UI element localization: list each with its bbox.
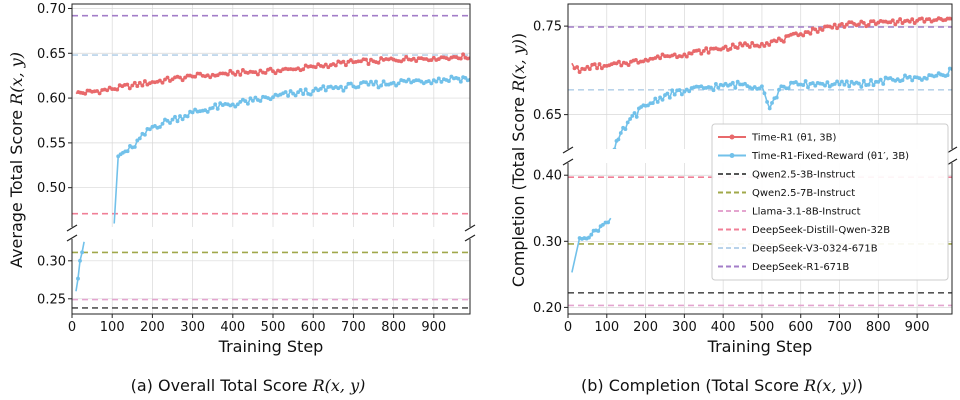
break-mark-lower-b-1 bbox=[946, 158, 958, 166]
ytick-lower-a-1: 0.30 bbox=[37, 254, 66, 269]
xtick-b-6: 600 bbox=[788, 320, 813, 335]
legend-item-4: Llama-3.1-8B-Instruct bbox=[718, 207, 861, 218]
ylabel-a: Average Total Score R(x, y) bbox=[7, 52, 26, 268]
ytick-upper-a-2: 0.60 bbox=[37, 92, 66, 107]
legend-label-6: DeepSeek-V3-0324-671B bbox=[752, 244, 878, 255]
xtick-b-5: 500 bbox=[750, 320, 775, 335]
legend-box bbox=[711, 123, 949, 281]
legend-label-1: Time-R1-Fixed-Reward (θ1′, 3B) bbox=[751, 151, 909, 162]
series-a-1-upper bbox=[113, 74, 470, 224]
break-mark-upper-b-0 bbox=[562, 146, 574, 154]
ytick-lower-a-0: 0.25 bbox=[37, 292, 66, 307]
panel-b: 0 100 200 300 400 500 600 700 800 900 0.65 0.75 0.20… bbox=[509, 3, 958, 356]
xlabel-b: Training Step bbox=[707, 337, 813, 356]
legend-label-0: Time-R1 (θ1, 3B) bbox=[751, 133, 837, 144]
break-mark-lower-a-0 bbox=[66, 234, 78, 242]
xtick-a-6: 600 bbox=[301, 320, 326, 335]
series-a-1-lower bbox=[75, 241, 85, 292]
xtick-b-8: 800 bbox=[866, 320, 891, 335]
legend-item-6: DeepSeek-V3-0324-671B bbox=[718, 244, 878, 255]
ytick-lower-b-1: 0.30 bbox=[533, 235, 562, 250]
break-mark-lower-a-1 bbox=[464, 234, 476, 242]
ytick-upper-a-3: 0.65 bbox=[37, 47, 66, 62]
legend-label-5: DeepSeek-Distill-Qwen-32B bbox=[752, 225, 890, 236]
legend: Time-R1 (θ1, 3B) Time-R1-Fixed-Reward (θ1… bbox=[711, 123, 949, 281]
break-mark-upper-b-1 bbox=[946, 146, 958, 154]
legend-item-3: Qwen2.5-7B-Instruct bbox=[718, 188, 855, 199]
xtick-a-3: 300 bbox=[180, 320, 205, 335]
xtick-b-4: 400 bbox=[711, 320, 736, 335]
series-b-1-upper bbox=[612, 66, 952, 150]
xtick-b-1: 100 bbox=[594, 320, 619, 335]
legend-label-2: Qwen2.5-3B-Instruct bbox=[752, 170, 855, 181]
ytick-upper-a-4: 0.70 bbox=[37, 2, 66, 17]
legend-label-3: Qwen2.5-7B-Instruct bbox=[752, 188, 855, 199]
xtick-b-2: 200 bbox=[633, 320, 658, 335]
xlabel-a: Training Step bbox=[218, 337, 324, 356]
break-mark-lower-b-0 bbox=[562, 158, 574, 166]
legend-item-5: DeepSeek-Distill-Qwen-32B bbox=[718, 225, 890, 236]
axes-upper-a bbox=[71, 3, 471, 229]
ytick-upper-a-0: 0.50 bbox=[37, 181, 66, 196]
xtick-b-0: 0 bbox=[564, 320, 572, 335]
ytick-lower-b-0: 0.20 bbox=[533, 301, 562, 316]
series-b-1-lower bbox=[571, 217, 612, 273]
panel-a: 0 100 200 300 400 500 600 700 800 900 0.50 0.55 0.60… bbox=[7, 2, 476, 356]
grid-a bbox=[71, 4, 470, 314]
legend-item-0: Time-R1 (θ1, 3B) bbox=[718, 133, 837, 144]
series-b-0-upper bbox=[571, 16, 952, 75]
xtick-a-9: 900 bbox=[421, 320, 446, 335]
xtick-a-1: 100 bbox=[100, 320, 125, 335]
break-mark-upper-a-0 bbox=[66, 224, 78, 232]
xtick-b-9: 900 bbox=[905, 320, 930, 335]
xtick-a-7: 700 bbox=[341, 320, 366, 335]
legend-item-2: Qwen2.5-3B-Instruct bbox=[718, 170, 855, 181]
ylabel-b: Completion (Total Score R(x, y)) bbox=[509, 33, 528, 287]
legend-item-1: Time-R1-Fixed-Reward (θ1′, 3B) bbox=[718, 151, 909, 162]
legend-label-7: DeepSeek-R1-671B bbox=[752, 262, 849, 273]
ytick-upper-b-0: 0.65 bbox=[533, 108, 562, 123]
xtick-a-5: 500 bbox=[261, 320, 286, 335]
xtick-a-4: 400 bbox=[220, 320, 245, 335]
axes-lower-a bbox=[71, 237, 471, 315]
xtick-a-0: 0 bbox=[68, 320, 76, 335]
caption-b: (b) Completion (Total Score R(x, y)) bbox=[581, 376, 863, 395]
legend-label-4: Llama-3.1-8B-Instruct bbox=[752, 207, 861, 218]
ytick-upper-a-1: 0.55 bbox=[37, 136, 66, 151]
ytick-lower-b-2: 0.40 bbox=[533, 169, 562, 184]
caption-a: (a) Overall Total Score R(x, y) bbox=[131, 376, 366, 395]
xtick-b-3: 300 bbox=[672, 320, 697, 335]
ytick-upper-b-1: 0.75 bbox=[533, 20, 562, 35]
legend-item-7: DeepSeek-R1-671B bbox=[718, 262, 849, 273]
xtick-a-8: 800 bbox=[381, 320, 406, 335]
break-mark-upper-a-1 bbox=[464, 224, 476, 232]
xtick-b-7: 700 bbox=[827, 320, 852, 335]
xtick-a-2: 200 bbox=[140, 320, 165, 335]
